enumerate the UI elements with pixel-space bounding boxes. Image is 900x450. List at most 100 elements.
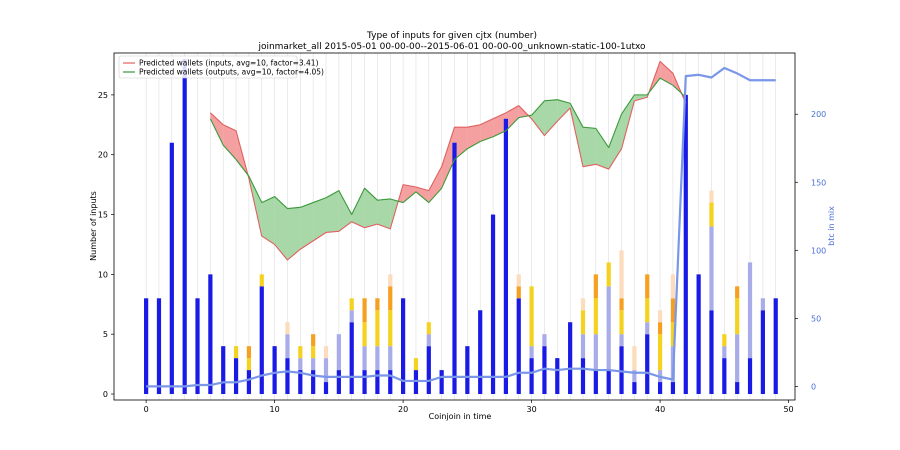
bar-fresh-39 <box>645 334 650 395</box>
bar-fresh-0 <box>144 298 149 395</box>
band-segment-33 <box>634 94 648 101</box>
bar-remix1-47 <box>747 262 753 359</box>
x-tick-label-40: 40 <box>655 405 665 414</box>
prediction-bands <box>210 61 686 260</box>
bar-fresh-17 <box>362 370 367 395</box>
bar-remix2-40 <box>657 334 663 371</box>
bar-remix3-37 <box>619 298 624 311</box>
bar-remix1-45 <box>722 346 727 359</box>
bar-fresh-11 <box>285 358 290 395</box>
band-segment-25 <box>531 100 545 136</box>
x-tick-label-20: 20 <box>398 405 408 414</box>
band-segment-17 <box>428 166 442 203</box>
band-segment-16 <box>415 187 429 203</box>
y-right-tick-label-0: 0 <box>811 382 816 391</box>
bar-remix4-14 <box>323 346 329 359</box>
bar-remix1-15 <box>336 334 341 371</box>
y-tick-label-10: 10 <box>98 270 108 279</box>
band-segment-0 <box>210 112 224 146</box>
bar-remix1-44 <box>709 226 714 311</box>
bar-remix2-13 <box>311 346 316 359</box>
bar-remix2-17 <box>362 322 367 347</box>
bar-remix4-37 <box>619 250 624 299</box>
y-right-tick-label-150: 150 <box>811 178 826 187</box>
bar-fresh-18 <box>375 370 380 395</box>
bar-remix2-7 <box>233 346 239 359</box>
band-segment-30 <box>595 128 609 170</box>
y-tick-label-15: 15 <box>98 211 108 220</box>
outputs-line <box>209 77 687 216</box>
plot-frame <box>113 52 796 401</box>
y-tick-label-20: 20 <box>98 151 108 160</box>
bar-fresh-42 <box>683 94 688 395</box>
bar-fresh-27 <box>490 214 496 395</box>
bar-remix4-11 <box>285 322 290 335</box>
legend-label-0: Predicted wallets (inputs, avg=10, facto… <box>139 59 319 68</box>
bar-remix1-38 <box>632 370 637 383</box>
stacked-bars <box>144 58 778 395</box>
bar-fresh-15 <box>336 370 341 395</box>
band-segment-31 <box>608 114 622 170</box>
bar-fresh-41 <box>670 382 676 395</box>
bar-remix1-22 <box>426 334 431 347</box>
bar-remix3-29 <box>516 286 521 299</box>
x-tick-label-10: 10 <box>270 405 280 414</box>
bar-remix4-40 <box>657 310 663 323</box>
band-segment-9 <box>326 190 339 233</box>
bar-remix2-21 <box>413 358 419 371</box>
bar-remix4-38 <box>632 346 637 371</box>
bar-fresh-13 <box>311 370 316 395</box>
bar-fresh-30 <box>529 358 534 395</box>
bar-remix2-16 <box>349 298 354 311</box>
bar-remix1-46 <box>735 334 740 383</box>
bar-remix1-30 <box>529 346 534 359</box>
y-tick-label-5: 5 <box>103 330 108 339</box>
x-tick-label-30: 30 <box>527 405 537 414</box>
tick-labels: 0 10 20 30 40 50 0 5 10 15 20 25 0 50 100 150 200 <box>98 91 826 414</box>
bar-remix1-36 <box>606 286 611 371</box>
bar-fresh-20 <box>401 298 406 395</box>
bar-fresh-44 <box>709 310 714 395</box>
y-axis-label: Number of inputs <box>89 191 98 261</box>
bar-remix1-13 <box>311 358 316 371</box>
bar-fresh-31 <box>542 346 547 395</box>
y-tick-label-25: 25 <box>98 91 108 100</box>
x-tick-label-0: 0 <box>144 405 149 414</box>
bar-remix2-46 <box>735 298 740 335</box>
bar-fresh-23 <box>439 370 444 395</box>
band-segment-5 <box>274 196 288 260</box>
bar-remix1-31 <box>542 334 547 347</box>
bar-fresh-10 <box>272 346 277 395</box>
bar-fresh-32 <box>555 358 560 395</box>
band-segment-12 <box>364 188 378 228</box>
y-tick-label-0: 0 <box>103 390 108 399</box>
bar-fresh-7 <box>233 358 239 395</box>
bar-remix2-44 <box>709 202 714 227</box>
bar-remix4-34 <box>580 298 586 311</box>
bar-remix1-35 <box>593 334 598 371</box>
bar-fresh-48 <box>760 310 765 395</box>
bar-fresh-46 <box>735 382 740 395</box>
bar-fresh-8 <box>246 370 252 395</box>
bar-fresh-14 <box>323 382 329 395</box>
bar-fresh-5 <box>208 274 213 395</box>
bar-remix1-11 <box>285 334 290 359</box>
y-right-tick-label-200: 200 <box>811 110 826 119</box>
bar-remix2-8 <box>246 358 252 371</box>
bar-remix2-41 <box>670 322 676 347</box>
bar-fresh-38 <box>632 382 637 395</box>
bar-remix3-8 <box>246 346 252 359</box>
bar-fresh-9 <box>259 286 264 395</box>
bar-remix2-45 <box>722 334 727 347</box>
band-segment-13 <box>377 198 391 229</box>
bar-remix2-34 <box>580 310 586 335</box>
bar-fresh-19 <box>388 370 393 395</box>
band-segment-21 <box>480 118 494 142</box>
bar-remix1-39 <box>645 322 650 335</box>
bar-remix1-14 <box>323 358 329 383</box>
bar-remix1-48 <box>760 298 765 311</box>
bar-remix2-18 <box>375 310 380 347</box>
bar-remix1-34 <box>580 334 586 359</box>
band-segment-18 <box>441 127 455 189</box>
